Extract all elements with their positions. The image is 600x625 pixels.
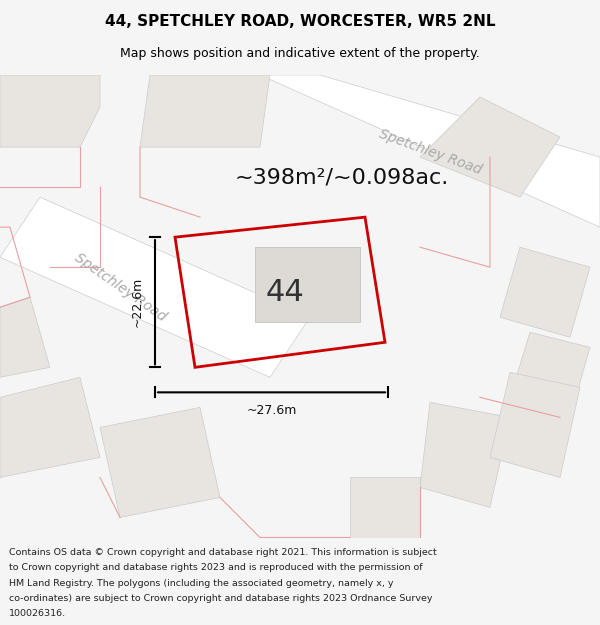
Text: to Crown copyright and database rights 2023 and is reproduced with the permissio: to Crown copyright and database rights 2… [9, 563, 422, 572]
Polygon shape [510, 332, 590, 418]
Polygon shape [0, 197, 310, 378]
Polygon shape [0, 75, 100, 147]
Polygon shape [490, 372, 580, 478]
Text: ~22.6m: ~22.6m [131, 277, 143, 328]
Text: co-ordinates) are subject to Crown copyright and database rights 2023 Ordnance S: co-ordinates) are subject to Crown copyr… [9, 594, 433, 603]
Polygon shape [140, 75, 270, 147]
Polygon shape [100, 408, 220, 518]
Text: Spetchley Road: Spetchley Road [377, 127, 483, 177]
Polygon shape [420, 402, 510, 508]
Polygon shape [0, 378, 100, 478]
Polygon shape [0, 298, 50, 378]
Text: Contains OS data © Crown copyright and database right 2021. This information is : Contains OS data © Crown copyright and d… [9, 548, 437, 557]
Text: Map shows position and indicative extent of the property.: Map shows position and indicative extent… [120, 48, 480, 61]
Text: Spetchley Road: Spetchley Road [71, 251, 169, 324]
Text: 44: 44 [266, 278, 304, 307]
Text: 100026316.: 100026316. [9, 609, 66, 618]
Polygon shape [500, 247, 590, 338]
Text: ~27.6m: ~27.6m [247, 404, 296, 417]
Polygon shape [420, 97, 560, 197]
Text: ~398m²/~0.098ac.: ~398m²/~0.098ac. [235, 167, 449, 187]
Polygon shape [255, 247, 360, 322]
Polygon shape [260, 75, 600, 227]
Polygon shape [350, 478, 420, 538]
Text: 44, SPETCHLEY ROAD, WORCESTER, WR5 2NL: 44, SPETCHLEY ROAD, WORCESTER, WR5 2NL [105, 14, 495, 29]
Text: HM Land Registry. The polygons (including the associated geometry, namely x, y: HM Land Registry. The polygons (includin… [9, 579, 394, 587]
